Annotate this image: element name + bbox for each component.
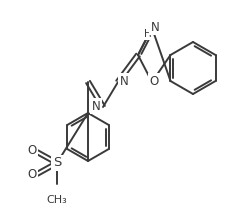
Text: H: H (144, 29, 151, 39)
Text: O: O (27, 168, 37, 181)
Text: N: N (91, 100, 100, 113)
Text: CH₃: CH₃ (46, 195, 67, 205)
Text: O: O (149, 74, 158, 88)
Text: S: S (53, 156, 61, 169)
Text: O: O (27, 144, 37, 158)
Text: N: N (150, 21, 159, 34)
Text: N: N (119, 74, 128, 88)
